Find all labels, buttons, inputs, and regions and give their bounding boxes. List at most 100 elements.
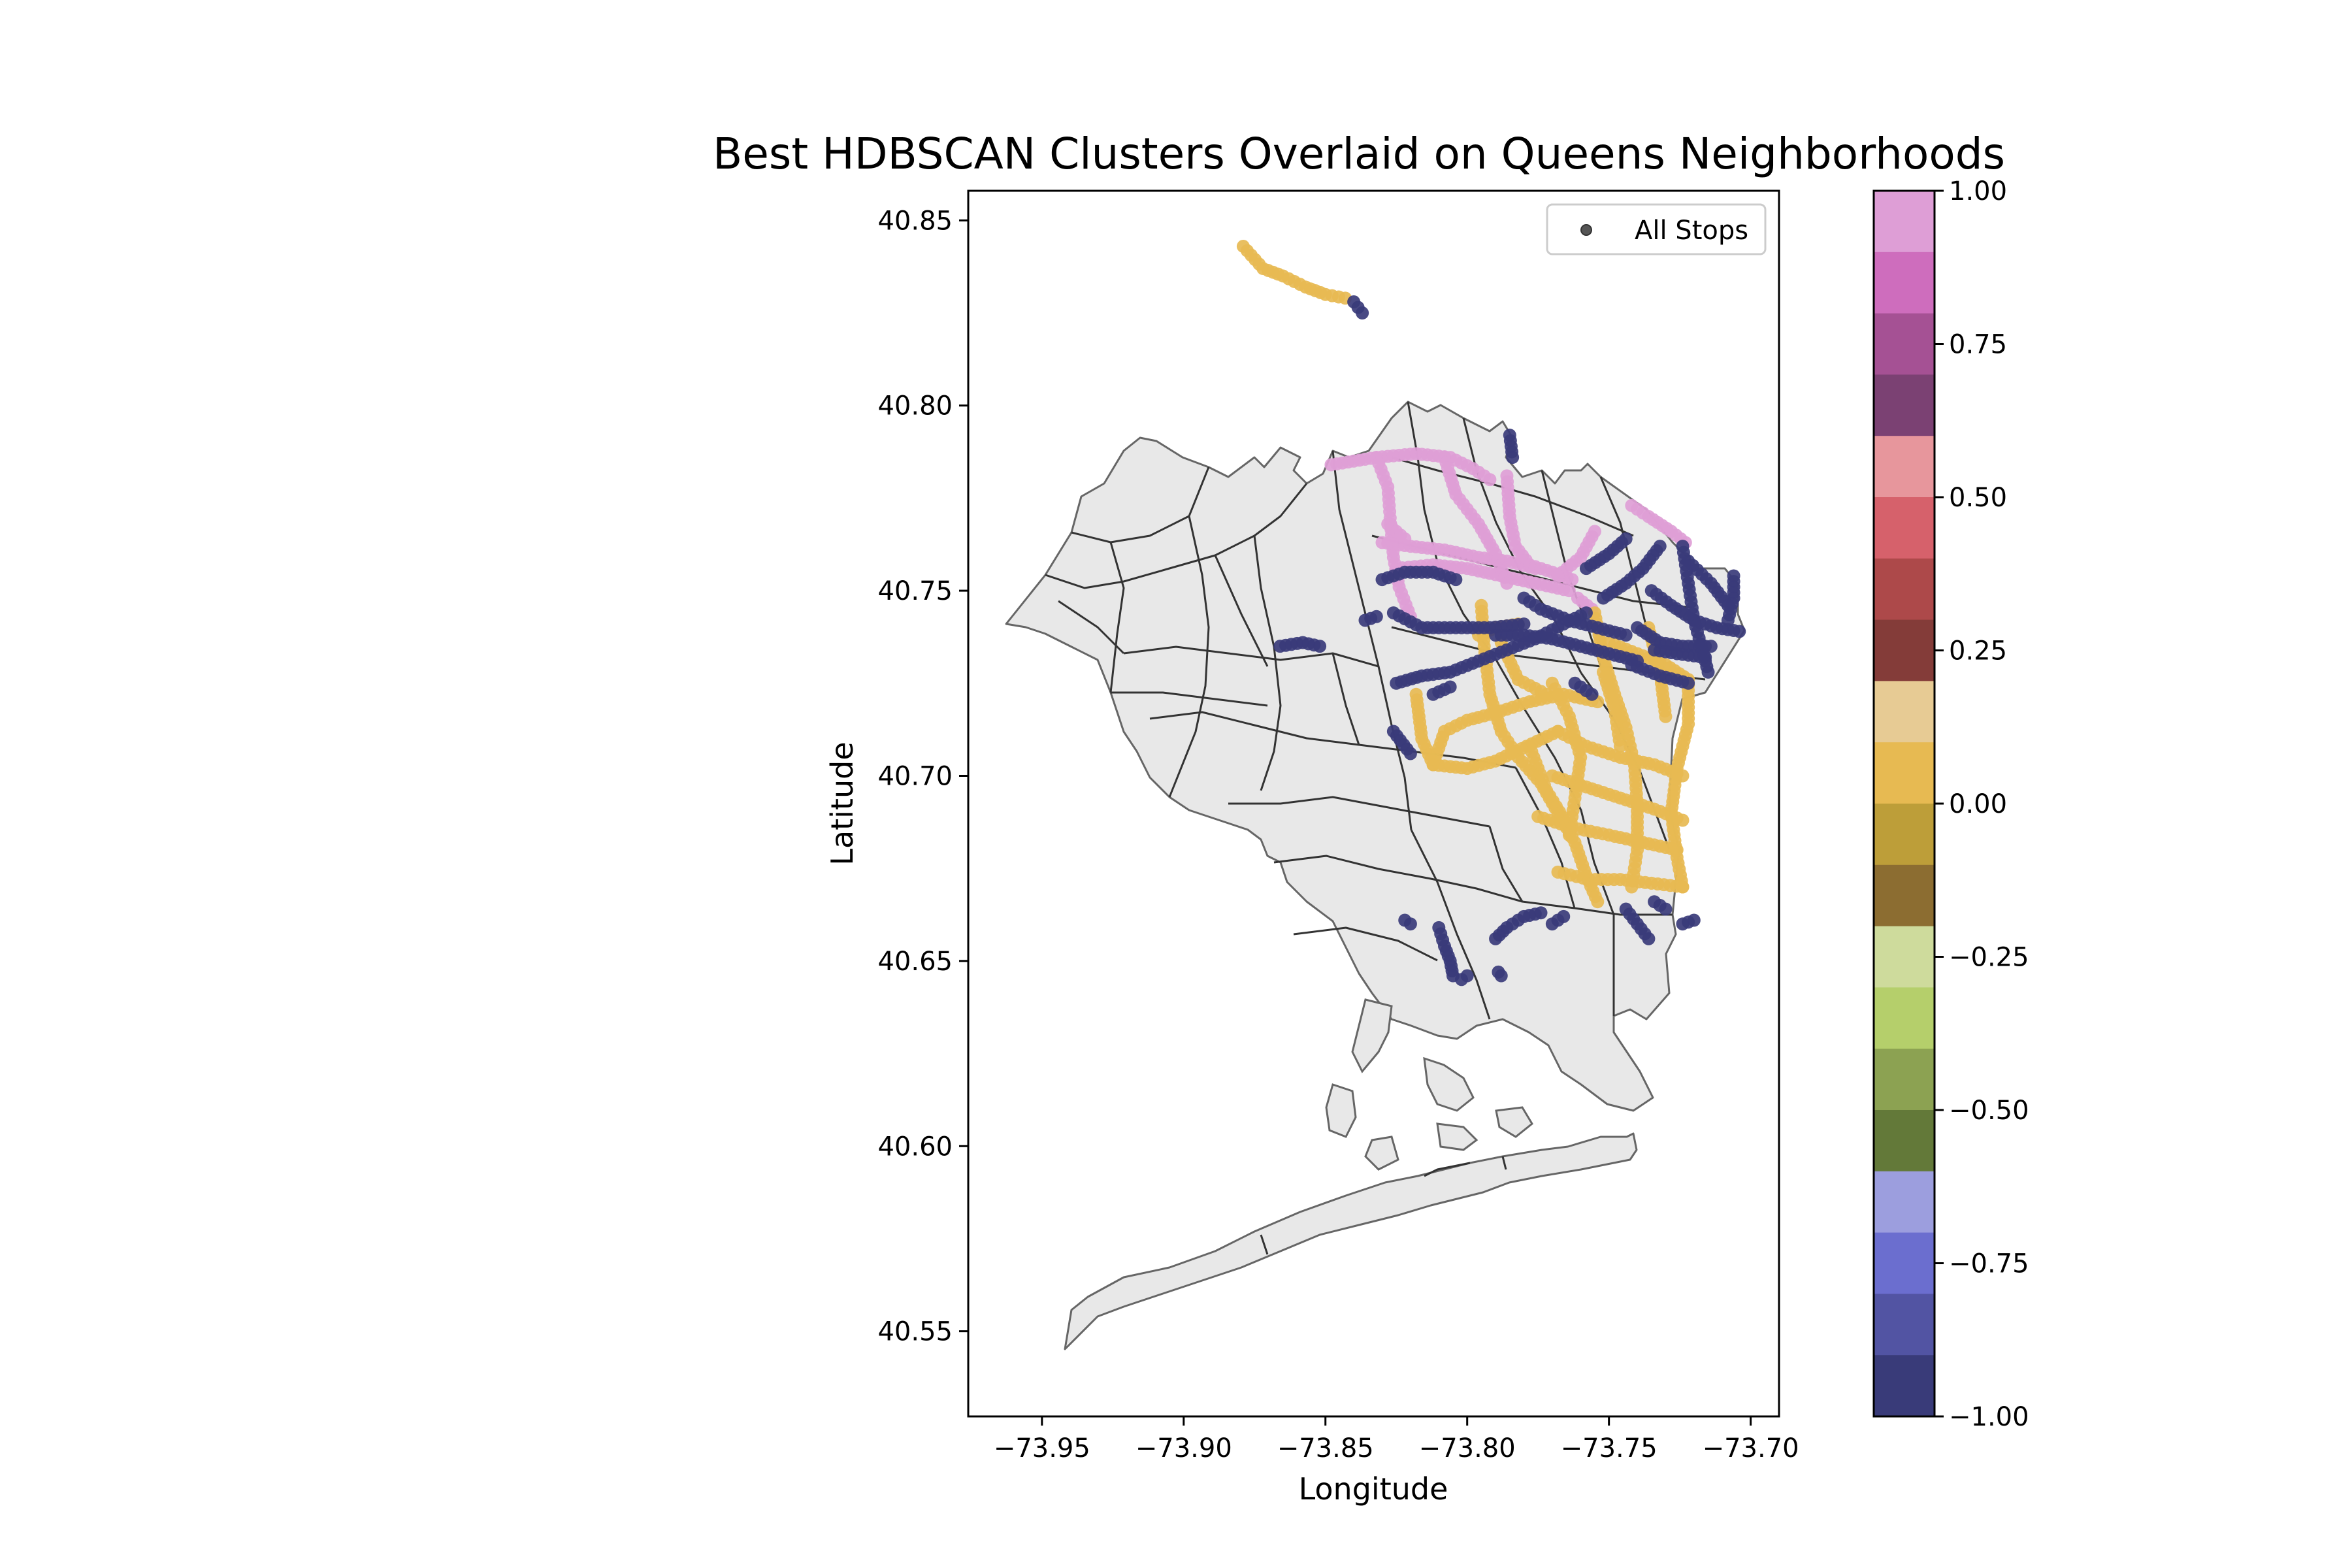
stop-point (1551, 569, 1565, 583)
x-axis-label: Longitude (1299, 1471, 1448, 1507)
colorbar-block (1874, 374, 1935, 436)
stop-point (1557, 909, 1571, 923)
stop-point (1579, 606, 1593, 620)
x-tick-label: −73.90 (1135, 1433, 1232, 1463)
colorbar-block (1874, 1294, 1935, 1356)
plot-frame (967, 189, 1780, 1418)
colorbar-tick-label: −0.75 (1949, 1249, 2029, 1279)
colorbar-block (1874, 742, 1935, 804)
legend-box (1546, 203, 1767, 255)
stop-point (1443, 680, 1457, 694)
colorbar-block (1874, 864, 1935, 927)
colorbar-block (1874, 1049, 1935, 1111)
colorbar-tick-label: −1.00 (1949, 1402, 2029, 1432)
x-tick-label: −73.70 (1703, 1433, 1799, 1463)
stop-point (1733, 625, 1746, 638)
colorbar-block (1874, 313, 1935, 375)
y-tick-label: 40.75 (877, 576, 953, 606)
y-axis-label: Latitude (825, 742, 860, 865)
colorbar-block (1874, 252, 1935, 314)
colorbar-block (1874, 926, 1935, 988)
stop-point (1682, 676, 1695, 690)
colorbar-ticks: 1.00 0.75 0.50 0.25 0.00 −0.25 −0.50 −0.75 −1.00 (1935, 176, 2029, 1432)
jamaica-bay-island-4 (1436, 1122, 1478, 1151)
stop-point (1534, 906, 1548, 920)
colorbar-block (1874, 1171, 1935, 1233)
stop-point (1591, 895, 1605, 909)
cluster-1-stops (1324, 447, 1692, 623)
stop-point (1721, 598, 1735, 612)
stop-point (1500, 576, 1514, 590)
x-axis: −73.95 −73.90 −73.85 −73.80 −73.75 −73.70 (994, 1416, 1799, 1463)
y-axis: 40.55 40.60 40.65 40.70 40.75 40.80 40.85 (877, 206, 968, 1347)
colorbar-tick-label: 1.00 (1949, 176, 2007, 206)
colorbar-block (1874, 436, 1935, 498)
colorbar-block (1874, 1232, 1935, 1294)
colorbar-tick-label: 0.00 (1949, 789, 2007, 819)
legend-marker (1580, 224, 1592, 236)
stop-point (1398, 532, 1412, 546)
legend: All Stops (1546, 203, 1767, 255)
stop-point (1483, 473, 1497, 487)
stop-point (1565, 573, 1579, 587)
stop-point (1659, 710, 1673, 723)
jamaica-bay-island-5 (1364, 1135, 1399, 1171)
colorbar: 1.00 0.75 0.50 0.25 0.00 −0.25 −0.50 −0.75 −1.00 (1872, 176, 2029, 1432)
colorbar-block (1874, 191, 1935, 253)
stop-point (1369, 610, 1383, 623)
stop-point (1494, 969, 1508, 983)
stop-point (1653, 540, 1667, 553)
stop-point (1540, 687, 1554, 701)
y-tick-label: 40.60 (877, 1132, 953, 1162)
colorbar-block (1874, 1110, 1935, 1172)
x-tick-label: −73.75 (1561, 1433, 1658, 1463)
stop-point (1585, 687, 1599, 701)
stops-scatter (1236, 240, 1746, 987)
colorbar-tick-label: −0.25 (1949, 943, 2029, 973)
colorbar-tick-label: −0.50 (1949, 1096, 2029, 1126)
stop-point (1562, 821, 1576, 834)
stop-point (1676, 880, 1690, 894)
colorbar-block (1874, 619, 1935, 681)
colorbar-block (1874, 558, 1935, 621)
jamaica-bay-island-2 (1423, 1056, 1475, 1112)
x-tick-label: −73.80 (1419, 1433, 1516, 1463)
colorbar-tick-label: 0.75 (1949, 330, 2007, 360)
chart-title: Best HDBSCAN Clusters Overlaid on Queens… (713, 129, 2005, 179)
y-tick-label: 40.80 (877, 391, 953, 421)
stop-point (1676, 769, 1690, 783)
stop-point (1506, 451, 1520, 465)
colorbar-block (1874, 681, 1935, 743)
stop-point (1403, 747, 1417, 760)
colorbar-tick-label: 0.25 (1949, 636, 2007, 666)
colorbar-tick-label: 0.50 (1949, 483, 2007, 513)
jamaica-bay-island-6 (1495, 1106, 1533, 1138)
jamaica-bay-island-3 (1325, 1083, 1357, 1138)
stop-point (1721, 613, 1735, 627)
stop-point (1356, 306, 1369, 320)
rockaway-peninsula (1064, 1132, 1638, 1350)
map-axes: −73.95 −73.90 −73.85 −73.80 −73.75 −73.70 40.… (825, 189, 1799, 1507)
stop-point (1460, 969, 1474, 983)
legend-label: All Stops (1635, 216, 1748, 246)
y-tick-label: 40.55 (877, 1317, 953, 1347)
x-tick-label: −73.95 (994, 1433, 1090, 1463)
stop-point (1676, 813, 1690, 827)
colorbar-block (1874, 497, 1935, 559)
y-tick-label: 40.65 (877, 947, 953, 977)
stop-point (1449, 573, 1463, 587)
y-tick-label: 40.85 (877, 206, 953, 236)
stop-point (1517, 617, 1531, 631)
x-tick-label: −73.85 (1277, 1433, 1374, 1463)
stop-point (1619, 532, 1633, 546)
stop-point (1313, 640, 1327, 653)
colorbar-blocks (1874, 191, 1935, 1417)
stop-point (1562, 584, 1576, 598)
colorbar-block (1874, 1355, 1935, 1417)
stop-point (1403, 917, 1417, 931)
colorbar-block (1874, 804, 1935, 866)
colorbar-block (1874, 987, 1935, 1049)
stop-point (1642, 932, 1656, 945)
cluster-neg1-stops (1273, 295, 1746, 987)
